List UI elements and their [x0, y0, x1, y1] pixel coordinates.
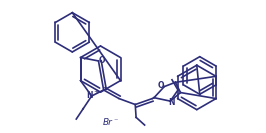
Text: Br: Br — [102, 118, 112, 127]
Text: N: N — [168, 98, 174, 107]
Text: O: O — [98, 56, 105, 65]
Text: +: + — [94, 89, 99, 95]
Text: ⁻: ⁻ — [114, 117, 118, 126]
Text: N: N — [87, 92, 93, 101]
Text: O: O — [158, 81, 164, 90]
